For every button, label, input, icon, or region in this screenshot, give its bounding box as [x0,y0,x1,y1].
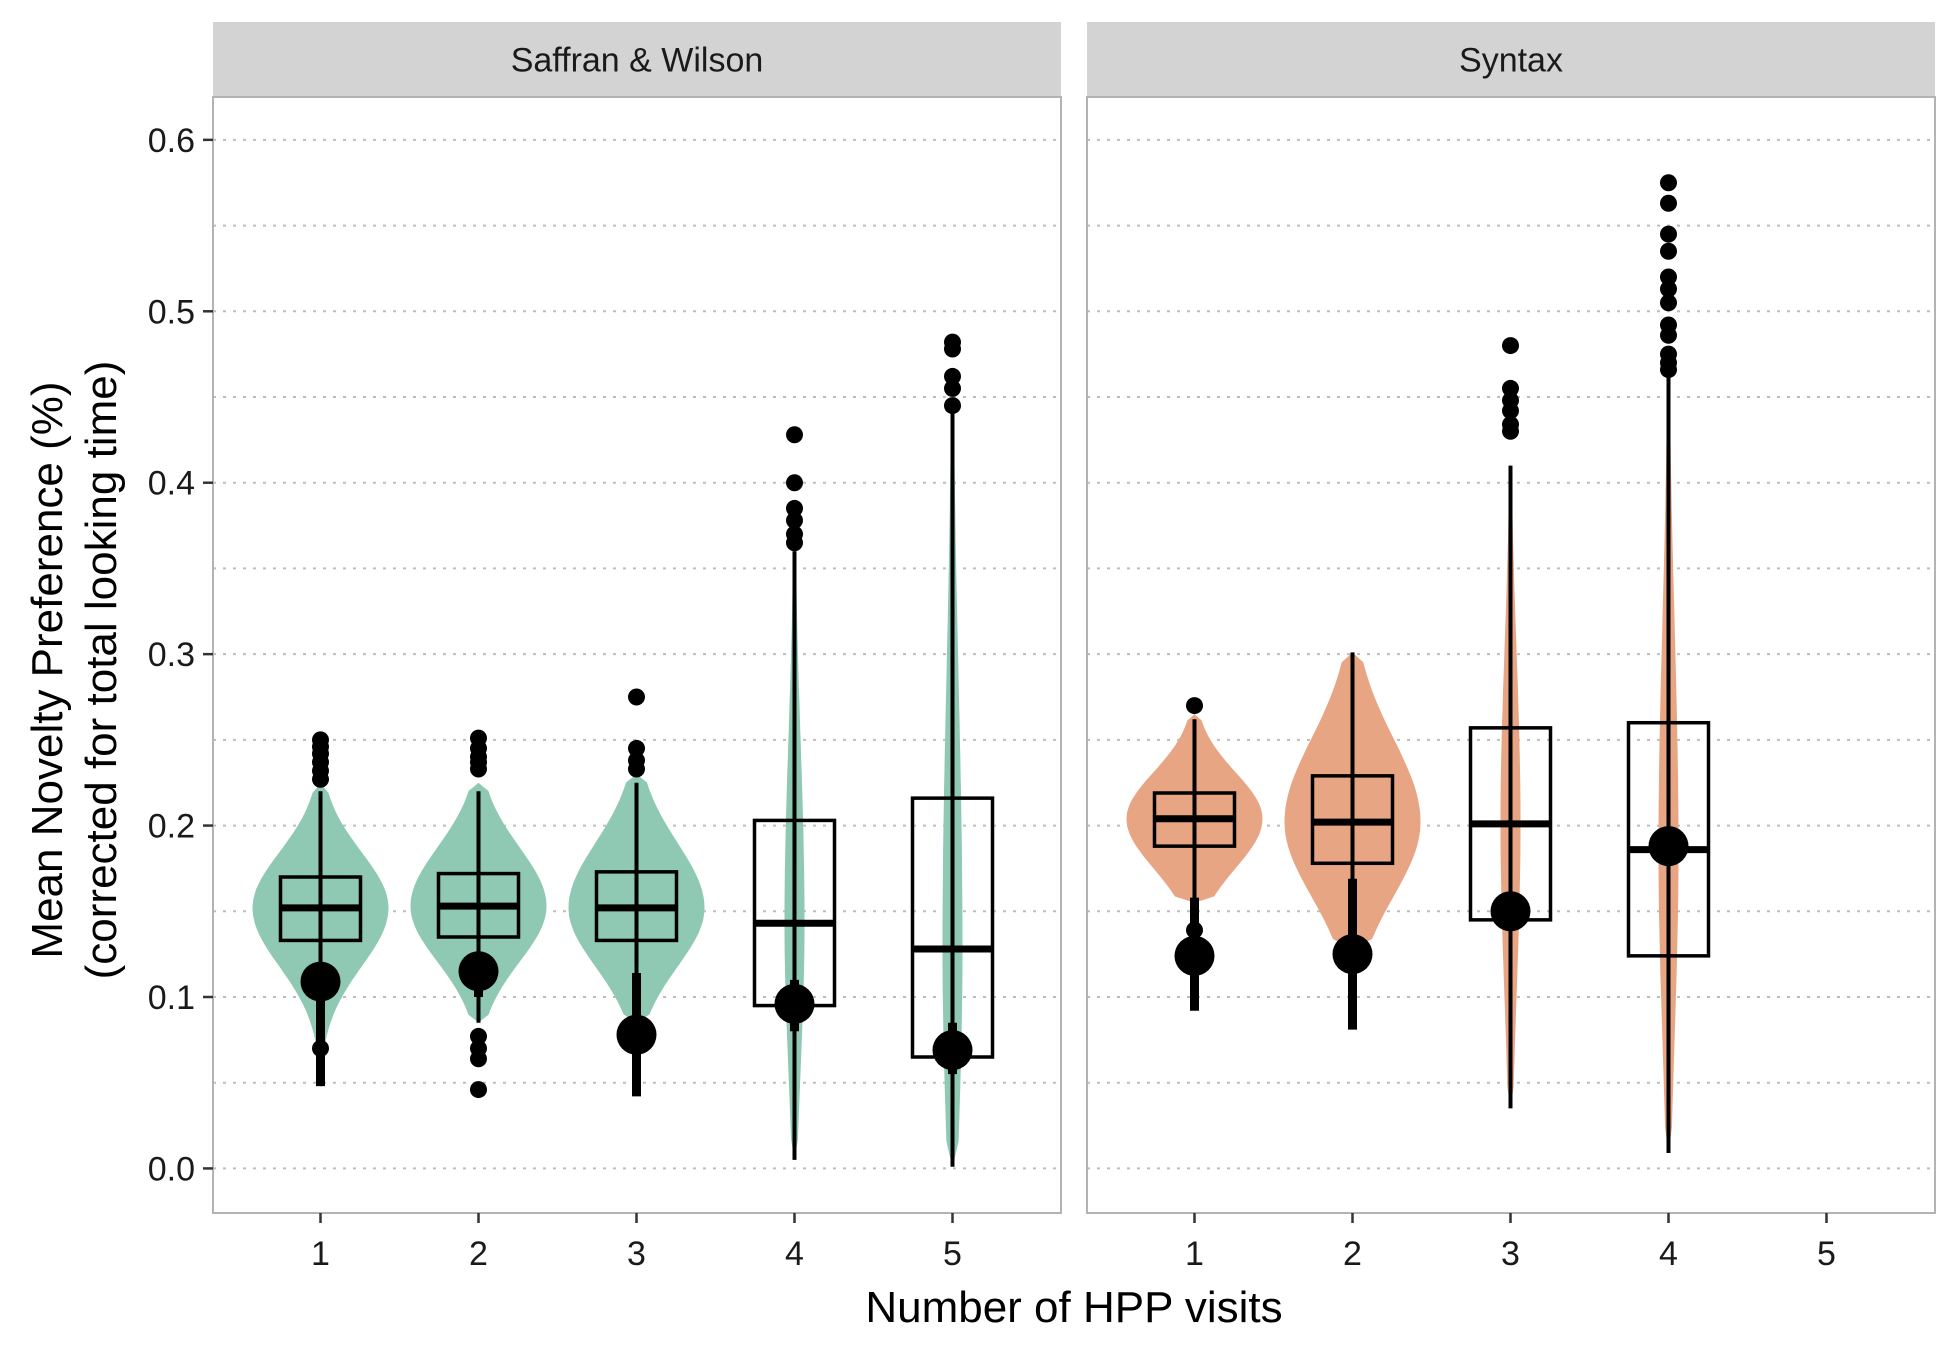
group-1 [1126,697,1263,1011]
mean-point [1648,826,1689,867]
outlier-point [1660,294,1677,312]
facet-strip [1087,22,1935,97]
y-tick-label: 0.5 [148,293,195,331]
group-2 [410,729,547,1099]
facet-strip-label: Saffran & Wilson [511,42,764,80]
outlier-point [786,499,803,517]
outlier-point [312,731,329,749]
x-tick-label: 3 [1501,1235,1520,1273]
outlier-point [1660,242,1677,260]
outlier-point [1660,225,1677,243]
outlier-point [1660,194,1677,212]
group-3 [1468,337,1553,1109]
outlier-point [470,729,487,747]
mean-point [1332,934,1373,975]
x-tick-label: 5 [943,1235,962,1273]
group-4 [1626,174,1711,1153]
outlier-point [1502,415,1519,433]
outlier-point [1502,337,1519,355]
facet-panel-1: Saffran & Wilson [212,22,1062,1214]
outlier-point [1660,268,1677,286]
mean-point [300,961,341,1002]
facet-strip [213,22,1061,97]
outlier-point [1660,345,1677,363]
y-tick-label: 0.1 [148,979,195,1017]
group-1 [252,731,389,1087]
outlier-point [628,739,645,757]
facet-strip-label: Syntax [1459,42,1563,80]
mean-point [1174,935,1215,976]
mean-point [1490,891,1531,932]
outlier-point [786,426,803,444]
group-3 [568,688,705,1097]
y-axis-title-line-1: Mean Novelty Preference (%) [23,381,72,958]
outlier-point [1186,697,1203,715]
group-4 [752,426,837,1160]
outlier-point [1502,379,1519,397]
mean-point [458,951,499,992]
x-tick-label: 4 [785,1235,804,1273]
box [1626,720,1711,958]
x-tick-label: 1 [1185,1235,1204,1273]
outlier-point [628,688,645,706]
x-tick-label: 2 [469,1235,488,1273]
x-tick-label: 2 [1343,1235,1362,1273]
y-tick-label: 0.0 [148,1150,195,1188]
group-2 [1284,652,1421,1030]
outlier-point [786,474,803,492]
outlier-point [470,1039,487,1057]
outlier-point [1660,316,1677,334]
x-tick-label: 1 [311,1235,330,1273]
x-tick-label: 5 [1817,1235,1836,1273]
outlier-point [628,751,645,769]
y-axis-title-line-2: (corrected for total looking time) [77,361,126,980]
outlier-point [470,1081,487,1099]
outlier-point [1502,391,1519,409]
outlier-point [944,397,961,415]
y-tick-label: 0.3 [148,636,195,674]
x-axis: 1 2 3 4 5 1 2 3 4 5 [311,1213,1836,1273]
outlier-point [944,333,961,351]
x-tick-label: 3 [627,1235,646,1273]
mean-point [616,1014,657,1055]
mean-point [774,983,815,1024]
group-5 [910,333,995,1167]
x-tick-label: 4 [1659,1235,1678,1273]
outlier-point [470,1027,487,1045]
y-tick-label: 0.4 [148,465,195,503]
y-tick-label: 0.6 [148,122,195,160]
x-axis-title: Number of HPP visits [865,1283,1282,1332]
outlier-point [1660,280,1677,298]
outlier-point [944,367,961,385]
y-tick-label: 0.2 [148,808,195,846]
y-axis-title-group: Mean Novelty Preference (%) (corrected f… [23,361,126,980]
outlier-point [1660,174,1677,192]
mean-point [932,1030,973,1071]
y-axis: 0.0 0.1 0.2 0.3 0.4 0.5 0.6 [148,122,213,1188]
outlier-point [786,525,803,543]
outlier-point [944,379,961,397]
facet-panels: Saffran & Wilson Syntax [212,22,1936,1214]
facet-panel-2: Syntax [1086,22,1936,1214]
outlier-point [786,511,803,529]
